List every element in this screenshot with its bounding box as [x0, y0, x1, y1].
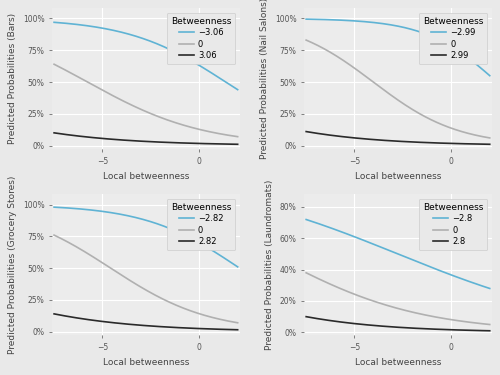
Y-axis label: Predicted Probabilities (Laundromats): Predicted Probabilities (Laundromats): [265, 180, 274, 350]
Y-axis label: Predicted Probabilities (Bars): Predicted Probabilities (Bars): [8, 13, 18, 144]
Legend: −3.06, 0, 3.06: −3.06, 0, 3.06: [166, 12, 235, 64]
Legend: −2.99, 0, 2.99: −2.99, 0, 2.99: [419, 12, 488, 64]
X-axis label: Local betweenness: Local betweenness: [102, 171, 189, 180]
Legend: −2.82, 0, 2.82: −2.82, 0, 2.82: [166, 199, 235, 250]
Y-axis label: Predicted Probabilities (Nail Salons): Predicted Probabilities (Nail Salons): [260, 0, 270, 159]
X-axis label: Local betweenness: Local betweenness: [102, 358, 189, 367]
X-axis label: Local betweenness: Local betweenness: [355, 171, 441, 180]
X-axis label: Local betweenness: Local betweenness: [355, 358, 441, 367]
Legend: −2.8, 0, 2.8: −2.8, 0, 2.8: [419, 199, 488, 250]
Y-axis label: Predicted Probabilities (Grocery Stores): Predicted Probabilities (Grocery Stores): [8, 176, 18, 354]
